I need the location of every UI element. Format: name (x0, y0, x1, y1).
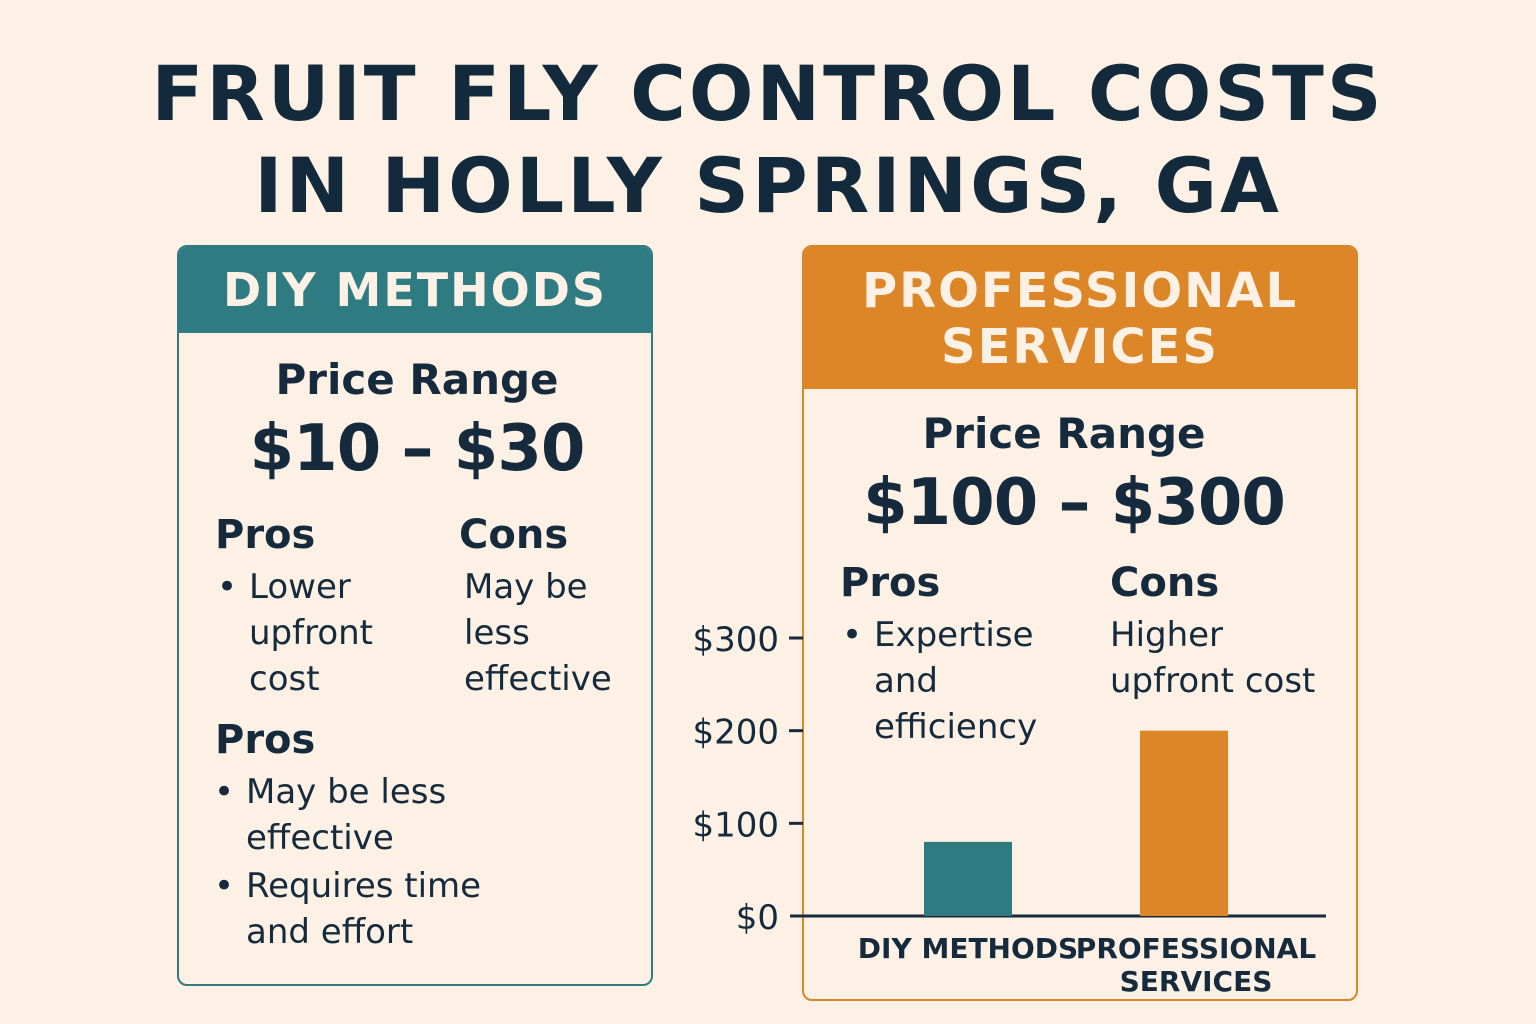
diy-cons-heading: Cons (459, 512, 569, 558)
bar-professional-services (1140, 730, 1228, 916)
diy-pros2-list: May be less effective Requires time and … (214, 769, 536, 955)
diy-pros2-item: Requires time and effort (214, 863, 536, 955)
y-tick-label: $300 (692, 620, 779, 660)
diy-cons-text: May be less effective (464, 567, 612, 699)
page-title: FRUIT FLY CONTROL COSTS IN HOLLY SPRINGS… (0, 48, 1536, 232)
pro-pros-list: Expertise and efficiency (842, 612, 1064, 750)
pro-price-value: $100 – $300 (863, 466, 1286, 540)
x-category-label: DIY METHODS (858, 932, 1078, 965)
pro-cons-text: Higher upfront cost (1110, 615, 1316, 701)
pro-price-label: Price Range (922, 409, 1206, 458)
y-tick-label: $200 (692, 713, 779, 753)
diy-price-value: $10 – $30 (249, 412, 586, 486)
pro-card-header: PROFESSIONAL SERVICES (804, 247, 1356, 389)
y-tick-label: $100 (692, 805, 779, 845)
title-line-1: FRUIT FLY CONTROL COSTS (151, 49, 1385, 138)
diy-pros-heading: Pros (215, 512, 316, 558)
y-tick-label: $0 (736, 898, 779, 938)
diy-price-label: Price Range (275, 355, 559, 404)
diy-pros2-heading: Pros (215, 717, 316, 763)
pro-header-line-1: PROFESSIONAL (861, 263, 1299, 319)
pro-cons-heading: Cons (1110, 560, 1220, 606)
pro-pros-item: Expertise and efficiency (842, 612, 1064, 750)
pro-header-line-2: SERVICES (941, 319, 1219, 375)
diy-pros-item: Lower upfront cost (217, 564, 419, 702)
pro-card: PROFESSIONAL SERVICES Price Range $100 –… (802, 245, 1358, 1001)
bar-diy-methods (924, 841, 1012, 916)
diy-pros2-item: May be less effective (214, 769, 536, 861)
diy-card: DIY METHODS Price Range $10 – $30 Pros L… (177, 245, 653, 986)
pro-pros-heading: Pros (840, 560, 941, 606)
x-category-label: PROFESSIONAL SERVICES (1076, 932, 1317, 998)
diy-card-header: DIY METHODS (179, 247, 651, 333)
title-line-2: IN HOLLY SPRINGS, GA (254, 141, 1282, 230)
diy-pros-list: Lower upfront cost (217, 564, 419, 702)
